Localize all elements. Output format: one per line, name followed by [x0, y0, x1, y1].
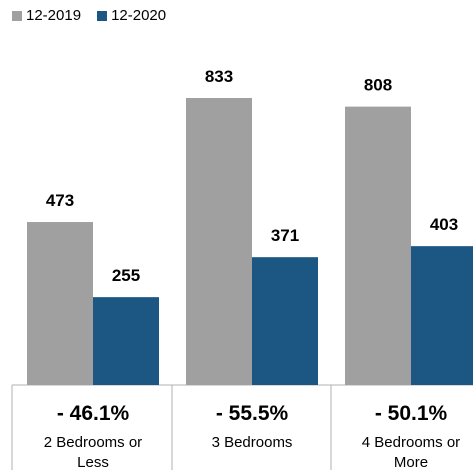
change-label-1: - 55.5% [216, 402, 289, 425]
legend: 12-2019 12-2020 [12, 7, 182, 24]
legend-item-2020: 12-2020 [97, 7, 166, 24]
data-label-12-2020-2: 403 [430, 215, 458, 234]
data-label-12-2020-1: 371 [271, 226, 299, 245]
category-label-2-0: 4 Bedrooms or [362, 434, 460, 451]
legend-swatch-2020 [97, 10, 108, 21]
bar-12-2019-2 [345, 106, 411, 385]
change-label-2: - 50.1% [375, 402, 448, 425]
category-label-0-1: Less [77, 454, 109, 471]
bar-12-2019-1 [186, 98, 252, 385]
category-label-1-0: 3 Bedrooms [212, 434, 293, 451]
data-label-12-2020-0: 255 [112, 266, 140, 285]
bar-12-2020-1 [252, 257, 318, 385]
bar-12-2020-2 [411, 246, 473, 385]
change-label-0: - 46.1% [57, 402, 130, 425]
legend-label-2020: 12-2020 [111, 7, 167, 24]
bar-12-2020-0 [93, 297, 159, 385]
bar-12-2019-0 [27, 222, 93, 385]
category-label-2-1: More [394, 454, 428, 471]
legend-label-2019: 12-2019 [26, 7, 82, 24]
category-label-0-0: 2 Bedrooms or [44, 434, 142, 451]
data-label-12-2019-0: 473 [46, 191, 74, 210]
legend-swatch-2019 [12, 10, 22, 21]
data-label-12-2019-2: 808 [364, 76, 392, 95]
legend-item-2019: 12-2019 [12, 7, 81, 24]
data-label-12-2019-1: 833 [205, 67, 233, 86]
